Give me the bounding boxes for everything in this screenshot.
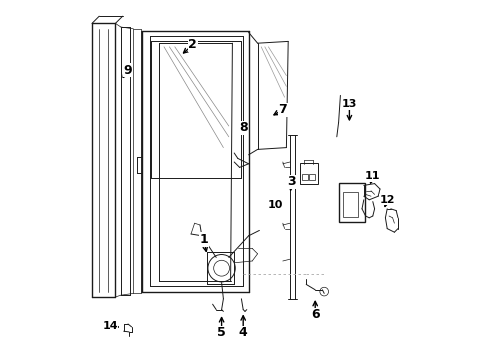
Text: 3: 3: [288, 175, 296, 188]
Text: 1: 1: [199, 233, 208, 246]
FancyBboxPatch shape: [300, 163, 318, 184]
Text: 14: 14: [102, 321, 118, 331]
Text: 8: 8: [239, 121, 247, 134]
FancyBboxPatch shape: [339, 183, 365, 222]
Text: 11: 11: [365, 171, 381, 181]
Text: 9: 9: [123, 64, 132, 77]
Text: 10: 10: [268, 200, 283, 210]
Text: 7: 7: [278, 103, 287, 116]
Text: 6: 6: [311, 309, 319, 321]
Text: 4: 4: [239, 327, 247, 339]
Text: 2: 2: [189, 39, 197, 51]
Text: 13: 13: [342, 99, 357, 109]
Text: 12: 12: [379, 195, 395, 205]
Text: 5: 5: [217, 327, 226, 339]
